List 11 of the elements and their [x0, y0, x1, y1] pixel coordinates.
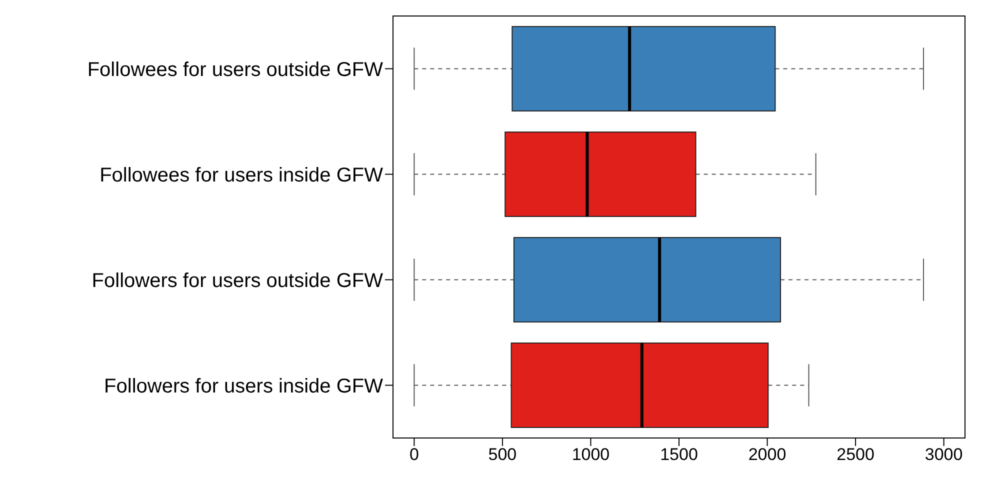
- x-tick-label: 2500: [836, 445, 874, 464]
- x-tick-label: 3000: [924, 445, 963, 464]
- y-tick-label: Followees for users outside GFW: [87, 58, 384, 81]
- x-tick-label: 0: [409, 445, 419, 464]
- x-tick-label: 2000: [748, 445, 786, 464]
- x-tick-label: 1000: [572, 445, 610, 464]
- x-tick-label: 1500: [660, 445, 698, 464]
- y-tick-label: Followers for users inside GFW: [104, 375, 384, 398]
- x-tick-label: 500: [488, 445, 517, 464]
- y-tick-label: Followees for users inside GFW: [100, 164, 384, 186]
- y-tick-label: Followers for users outside GFW: [92, 270, 384, 292]
